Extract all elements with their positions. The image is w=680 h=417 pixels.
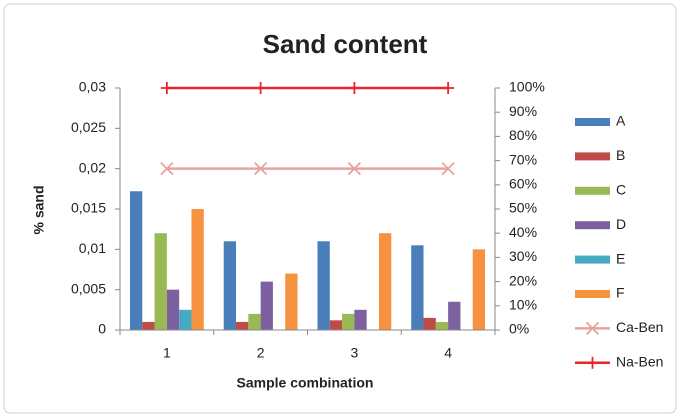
line-marker	[160, 82, 173, 94]
x-tick-label: 3	[350, 345, 358, 361]
y2-tick-label: 70%	[509, 151, 537, 167]
y2-tick-label: 20%	[509, 272, 537, 288]
bar	[435, 321, 449, 330]
y2-tick-label: 80%	[509, 127, 537, 143]
legend-label: E	[616, 250, 625, 266]
y-tick-label: 0	[98, 321, 106, 337]
legend-swatch	[575, 255, 610, 264]
bar	[342, 313, 355, 330]
legend-swatch	[575, 118, 610, 126]
y2-tick-label: 100%	[509, 79, 545, 95]
x-tick-label: 1	[163, 345, 171, 361]
y2-tick-label: 50%	[509, 200, 537, 216]
legend-label: B	[616, 147, 625, 163]
bar	[248, 313, 261, 330]
bar	[285, 273, 298, 330]
y2-tick-label: 40%	[509, 224, 537, 240]
y2-tick-label: 90%	[509, 103, 537, 119]
bar	[448, 301, 461, 330]
y2-tick-label: 30%	[509, 248, 537, 264]
legend-marker	[585, 321, 600, 336]
bar	[378, 233, 392, 330]
legend-swatch	[575, 290, 610, 298]
y-tick-label: 0,025	[71, 119, 106, 135]
chart-title: Sand content	[263, 29, 428, 59]
bar	[129, 191, 143, 330]
bar	[354, 309, 367, 330]
y-axis-label: % sand	[31, 185, 47, 234]
line-marker	[348, 82, 361, 94]
line-marker	[441, 161, 455, 176]
legend-label: F	[616, 285, 625, 301]
legend-label: Ca-Ben	[616, 319, 663, 335]
legend-label: Na-Ben	[616, 354, 663, 370]
legend-swatch	[575, 152, 610, 161]
bar	[329, 320, 343, 330]
line-marker	[442, 82, 455, 94]
y-tick-label: 0,005	[71, 280, 106, 296]
bar	[142, 321, 155, 330]
y2-tick-label: 0%	[509, 321, 529, 337]
legend-label: A	[616, 113, 626, 129]
x-tick-label: 2	[257, 345, 265, 361]
y2-tick-label: 60%	[509, 176, 537, 192]
line-marker	[253, 161, 268, 176]
y-tick-label: 0,03	[79, 79, 106, 95]
bar	[166, 289, 180, 330]
x-axis-label: Sample combination	[237, 375, 374, 391]
bar	[154, 233, 167, 330]
bar	[472, 249, 486, 330]
bar	[191, 209, 204, 330]
bar	[223, 241, 237, 330]
line-marker	[160, 161, 174, 176]
bar	[317, 241, 330, 330]
y-tick-label: 0,02	[79, 159, 106, 175]
x-tick-label: 4	[444, 345, 452, 361]
y2-tick-label: 10%	[509, 297, 537, 313]
bar	[179, 309, 192, 330]
legend-label: D	[616, 216, 626, 232]
line-marker	[347, 161, 362, 176]
legend-swatch	[575, 186, 610, 195]
line-marker	[254, 82, 267, 94]
bar	[423, 317, 436, 330]
y-tick-label: 0,01	[79, 240, 106, 256]
y-tick-label: 0,015	[71, 200, 106, 216]
bar	[411, 245, 424, 330]
bar	[236, 321, 249, 330]
legend-swatch	[575, 221, 610, 230]
legend-label: C	[616, 182, 626, 198]
bar	[260, 281, 273, 330]
